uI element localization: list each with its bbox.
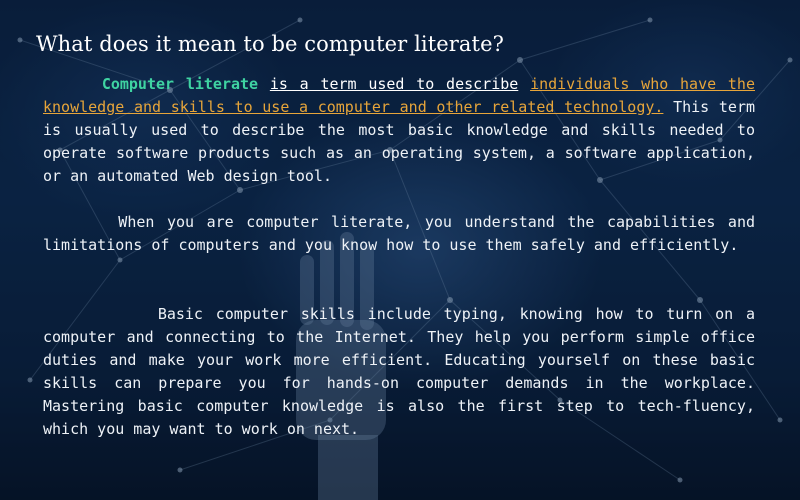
paragraph-capabilities-text: When you are computer literate, you unde…: [43, 213, 756, 254]
underlined-phrase: is a term used to describe: [269, 75, 519, 93]
paragraph-definition-rest: This term is usually used to describe th…: [43, 98, 756, 185]
paragraph-definition: Computer literate is a term used to desc…: [43, 73, 755, 188]
paragraph-basic-skills: Basic computer skills include typing, kn…: [43, 303, 755, 441]
paragraph-capabilities: When you are computer literate, you unde…: [43, 211, 755, 257]
page-title: What does it mean to be computer literat…: [36, 32, 504, 56]
paragraph-basic-skills-text: Basic computer skills include typing, kn…: [43, 305, 755, 438]
robot-hand-silhouette: [296, 232, 386, 500]
lead-term: Computer literate: [101, 75, 259, 93]
highlighted-definition: individuals who have the knowledge and s…: [43, 75, 755, 116]
